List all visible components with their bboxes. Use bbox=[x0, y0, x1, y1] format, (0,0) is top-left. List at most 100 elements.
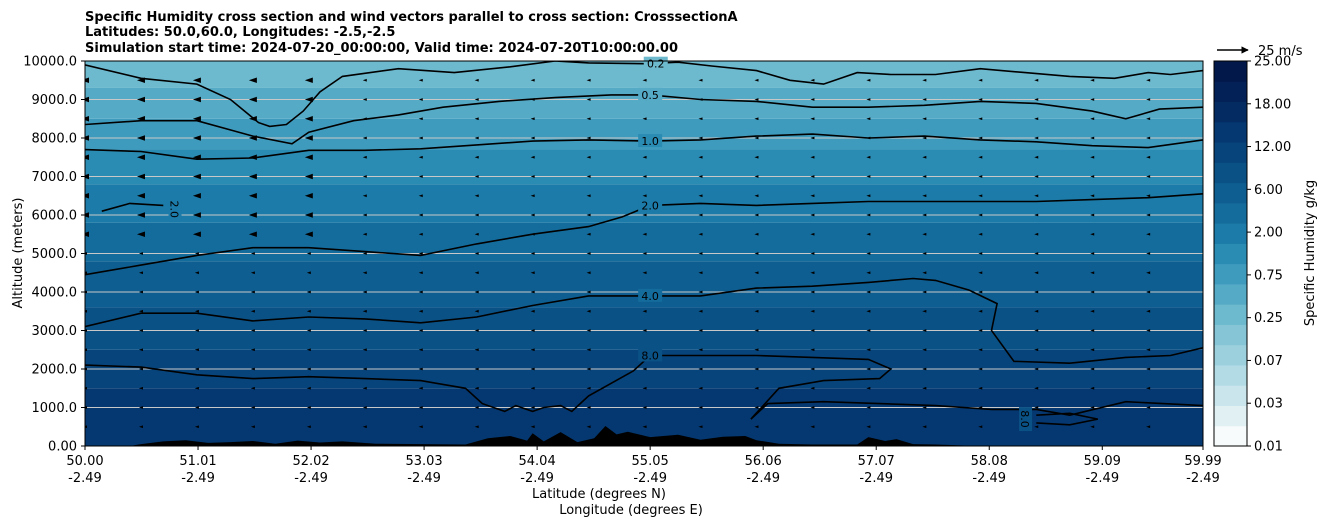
wind-vector bbox=[978, 98, 983, 101]
x-axis: 50.00 -2.49 51.01 -2.49 52.02 -2.49 53.03 -2.49… bbox=[66, 446, 1222, 486]
wind-vector bbox=[474, 329, 479, 332]
wind-vector bbox=[1146, 406, 1151, 409]
wind-vector bbox=[810, 425, 815, 429]
y-tick-label: 6000.0 bbox=[32, 209, 78, 224]
wind-vector bbox=[474, 290, 479, 294]
wind-vector bbox=[136, 96, 145, 103]
humidity-band-2 bbox=[85, 307, 1203, 350]
wind-vector bbox=[418, 367, 423, 371]
wind-vector bbox=[418, 194, 423, 198]
x-tick-label-lat: 50.00 bbox=[66, 454, 103, 469]
chart-title-line-2: Latitudes: 50.0,60.0, Longitudes: -2.5,-… bbox=[85, 25, 395, 40]
wind-vector bbox=[810, 271, 815, 275]
contour-label-bg bbox=[638, 198, 663, 212]
wind-vector bbox=[922, 175, 927, 178]
wind-vector bbox=[922, 329, 927, 332]
wind-vector bbox=[248, 212, 257, 218]
wind-vector bbox=[866, 175, 871, 178]
wind-vector bbox=[1034, 232, 1039, 236]
wind-vector bbox=[922, 367, 927, 371]
wind-vector bbox=[866, 406, 871, 409]
y-tick-label: 0.00 bbox=[48, 440, 77, 455]
colorbar-segment bbox=[1214, 223, 1247, 244]
wind-vector bbox=[250, 271, 255, 275]
wind-vector bbox=[474, 367, 479, 371]
wind-vector bbox=[922, 194, 927, 198]
wind-vector bbox=[754, 232, 759, 236]
wind-vector bbox=[138, 252, 143, 255]
wind-vector bbox=[192, 77, 201, 84]
wind-vector bbox=[698, 136, 703, 140]
wind-vector bbox=[586, 386, 591, 390]
contour-line-4 bbox=[85, 193, 1203, 276]
wind-vector bbox=[1034, 252, 1039, 255]
wind-vector bbox=[810, 309, 815, 313]
wind-vector bbox=[1034, 309, 1039, 313]
chart-title-line-3: Simulation start time: 2024-07-20_00:00:… bbox=[85, 41, 678, 56]
wind-vector bbox=[922, 290, 927, 294]
y-tick-label: 9000.0 bbox=[32, 93, 78, 108]
wind-vector bbox=[586, 367, 591, 371]
wind-vector bbox=[698, 290, 703, 294]
wind-vector bbox=[474, 78, 479, 82]
wind-vector bbox=[978, 78, 983, 82]
wind-vector bbox=[922, 155, 927, 159]
wind-vector bbox=[1090, 136, 1095, 140]
wind-vector bbox=[810, 290, 815, 294]
wind-vector bbox=[642, 155, 647, 159]
colorbar-tick-label: 25.00 bbox=[1254, 55, 1291, 70]
wind-vector bbox=[474, 136, 479, 140]
wind-vector bbox=[754, 194, 759, 198]
terrain-profile bbox=[85, 426, 1203, 446]
wind-vector bbox=[586, 425, 591, 429]
wind-vector bbox=[754, 329, 759, 332]
wind-vector bbox=[754, 348, 759, 352]
wind-vector bbox=[306, 290, 311, 294]
x-tick-label-lon: -2.49 bbox=[294, 471, 328, 486]
wind-vector bbox=[810, 136, 815, 140]
chart-title-line-1: Specific Humidity cross section and wind… bbox=[85, 10, 738, 25]
wind-vector bbox=[922, 213, 927, 217]
wind-vector bbox=[754, 98, 759, 101]
wind-vector bbox=[754, 406, 759, 409]
contour-label: 8.0 bbox=[1018, 410, 1031, 428]
wind-vector bbox=[304, 212, 313, 218]
wind-vector bbox=[698, 329, 703, 332]
wind-vector bbox=[866, 329, 871, 332]
wind-vector bbox=[642, 213, 647, 217]
wind-vector bbox=[1090, 232, 1095, 236]
wind-vector bbox=[586, 136, 591, 140]
wind-vector bbox=[85, 192, 89, 199]
y-axis: 0.00 1000.0 2000.0 3000.0 4000.0 5000.0 6000.0… bbox=[23, 55, 85, 455]
wind-vector bbox=[1090, 252, 1095, 255]
wind-vector bbox=[418, 425, 423, 429]
wind-vector bbox=[1146, 155, 1151, 159]
wind-vector bbox=[250, 348, 255, 352]
wind-vector bbox=[1090, 425, 1095, 429]
wind-vector bbox=[194, 329, 199, 332]
wind-vector bbox=[1034, 348, 1039, 352]
wind-vector bbox=[1034, 367, 1039, 371]
wind-vector bbox=[194, 425, 199, 429]
contour-label-bg bbox=[643, 56, 668, 70]
contour-label: 0.2 bbox=[647, 58, 665, 71]
x-tick-label-lon: -2.49 bbox=[633, 471, 667, 486]
wind-vector bbox=[698, 78, 703, 82]
wind-vector bbox=[698, 367, 703, 371]
x-tick-label-lat: 53.03 bbox=[405, 454, 442, 469]
y-tick-label: 5000.0 bbox=[32, 247, 78, 262]
wind-vector bbox=[586, 290, 591, 294]
wind-vector bbox=[866, 232, 871, 236]
wind-vector bbox=[754, 252, 759, 255]
wind-vector bbox=[1090, 290, 1095, 294]
wind-vector bbox=[248, 77, 257, 84]
wind-vector bbox=[866, 117, 871, 121]
wind-vector bbox=[810, 252, 815, 255]
contour-label-bg bbox=[168, 197, 182, 222]
wind-vector bbox=[474, 348, 479, 352]
wind-vector bbox=[474, 271, 479, 275]
x-axis-label-latitude: Latitude (degrees N) bbox=[532, 487, 666, 502]
wind-vector bbox=[922, 98, 927, 101]
x-tick-label-lat: 55.05 bbox=[632, 454, 669, 469]
